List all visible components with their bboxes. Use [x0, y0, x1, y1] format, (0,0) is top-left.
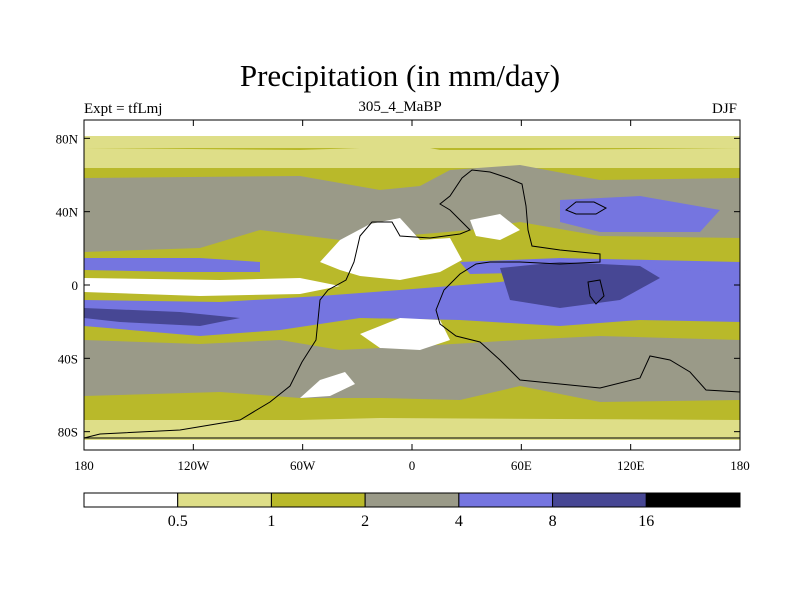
- season-label: DJF: [712, 101, 738, 117]
- island-outline: [565, 201, 608, 215]
- north-light-band: [84, 146, 740, 168]
- colorbar-label: 4: [455, 513, 463, 530]
- itcz-west: [84, 258, 260, 272]
- colorbar-label: 16: [638, 513, 654, 530]
- equatorial-dry-west: [84, 278, 340, 296]
- lat-tick-label: 80N: [56, 131, 79, 146]
- colorbar-swatch: [83, 492, 179, 508]
- continent-dry-northeast: [470, 214, 520, 240]
- lon-tick-label: 60E: [511, 458, 532, 473]
- north-storm-track: [84, 165, 740, 252]
- chart-title: Precipitation (in mm/day): [239, 58, 561, 93]
- precipitation-field: [84, 120, 740, 450]
- experiment-label: Expt = tfLmj: [84, 101, 163, 117]
- colorbar-swatch: [552, 492, 647, 508]
- colorbar-label: 1: [267, 513, 275, 530]
- latitude-axis: 80N 40N 0 40S 80S: [56, 131, 740, 440]
- lat-tick-label: 40N: [56, 205, 79, 220]
- south-polar-light: [84, 418, 740, 440]
- colorbar-swatch: [177, 492, 272, 508]
- colorbar-swatch: [458, 492, 554, 508]
- continent-dry-north: [320, 218, 462, 280]
- lon-tick-label: 180: [730, 458, 750, 473]
- north-polar-dry: [84, 120, 740, 136]
- small-island-outline: [587, 279, 605, 305]
- colorbar-label: 0.5: [168, 513, 188, 530]
- continent-outline: [83, 169, 741, 439]
- lat-tick-label: 40S: [58, 351, 78, 366]
- longitude-axis: 180 120W 60W 0 60E 120E 180: [74, 120, 750, 473]
- lon-tick-label: 60W: [290, 458, 316, 473]
- south-heavy-west: [84, 308, 240, 326]
- colorbar-swatch: [270, 492, 366, 508]
- colorbar-label: 2: [361, 513, 369, 530]
- colorbar-swatch: [364, 492, 460, 508]
- lat-tick-label: 80S: [58, 425, 78, 440]
- continent-dry-south: [360, 318, 450, 350]
- colorbar: 0.5 1 2 4 8 16: [83, 492, 741, 530]
- lon-tick-label: 120E: [617, 458, 645, 473]
- colorbar-swatch: [645, 492, 741, 508]
- tropical-heavy-core: [500, 262, 660, 308]
- north-polar-light: [84, 136, 740, 148]
- lon-tick-label: 120W: [177, 458, 210, 473]
- age-label: 305_4_MaBP: [358, 99, 442, 115]
- colorbar-label: 8: [549, 513, 557, 530]
- lon-tick-label: 180: [74, 458, 94, 473]
- continent-dry-southwest: [300, 372, 355, 398]
- lat-tick-label: 0: [72, 278, 79, 293]
- lon-tick-label: 0: [409, 458, 416, 473]
